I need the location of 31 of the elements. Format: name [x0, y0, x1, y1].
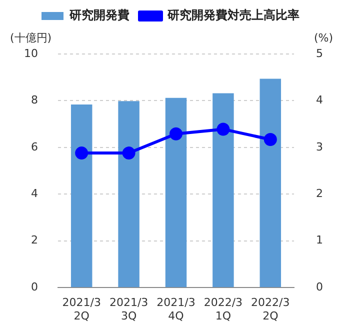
x-tick-label: 2021/3 2Q	[62, 296, 101, 322]
y2-tick-label: 2	[316, 187, 323, 200]
y-tick-label: 0	[30, 280, 38, 294]
y2-tick-label: 3	[316, 140, 323, 154]
point	[216, 122, 230, 136]
y-tick-label: 10	[24, 46, 38, 60]
y-tick-label: 6	[30, 140, 38, 154]
point	[75, 146, 88, 160]
x-tick-label: 2021/3 3Q	[109, 296, 148, 322]
y-tick-label: 4	[30, 187, 38, 200]
legend-label: 研究開発費	[68, 8, 130, 22]
bar	[118, 101, 140, 288]
point	[170, 127, 182, 140]
x-tick-label: 2022/3 1Q	[204, 296, 243, 322]
y2-tick-label: 5	[316, 46, 323, 60]
legend-label: 研究開発費対売上高比率	[166, 8, 300, 22]
bar	[260, 78, 282, 288]
bar	[165, 98, 187, 288]
y-axis-title: (十億円)	[10, 31, 52, 44]
point	[122, 146, 136, 160]
y2-axis-title: (%)	[314, 31, 333, 44]
y-tick-label: 8	[30, 94, 38, 107]
y-tick-label: 2	[30, 234, 38, 247]
bar	[70, 104, 92, 288]
x-tick-label: 2022/3 2Q	[251, 296, 290, 322]
x-tick-label: 2021/3 4Q	[156, 296, 196, 322]
point	[264, 133, 277, 146]
bar	[212, 93, 234, 288]
y2-tick-label: 1	[316, 234, 323, 247]
y2-tick-label: 0	[316, 280, 323, 294]
y2-tick-label: 4	[316, 94, 323, 107]
